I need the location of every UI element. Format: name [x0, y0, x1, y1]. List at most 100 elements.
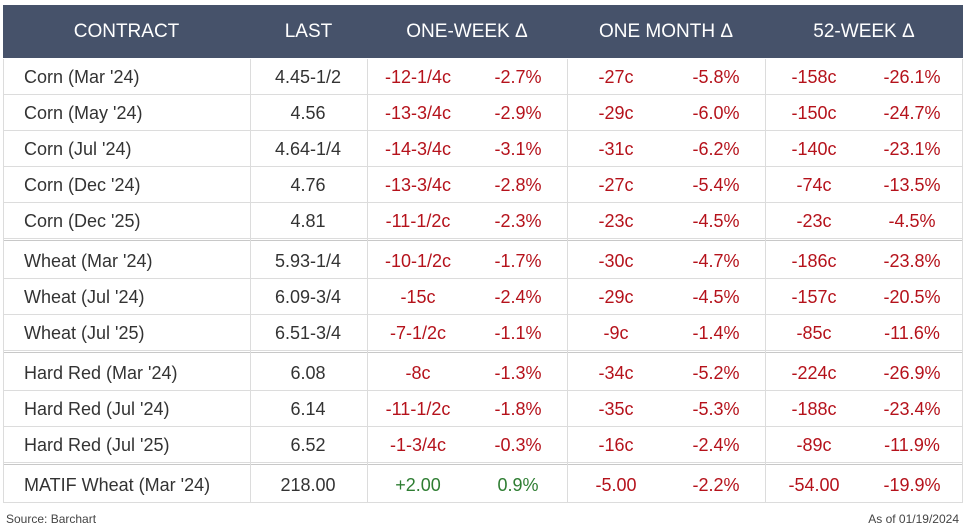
value-cell: -4.5%: [692, 211, 740, 231]
row-line: [3, 130, 963, 131]
value-cell: -5.8%: [692, 67, 740, 87]
group-separator: [3, 464, 963, 465]
value-cell: -188c: [791, 399, 837, 419]
value-cell: 6.51-3/4: [274, 323, 342, 343]
contract-name: Wheat (Jul '24): [24, 287, 145, 307]
value-cell: -5.00: [595, 475, 637, 495]
value-cell: -10-1/2c: [384, 251, 452, 271]
value-cell: -26.1%: [883, 67, 941, 87]
value-cell: -23.1%: [883, 139, 941, 159]
column-line: [962, 59, 963, 503]
value-cell: -54.00: [788, 475, 840, 495]
value-cell: -7-1/2c: [389, 323, 447, 343]
value-cell: -23c: [598, 211, 634, 231]
value-cell: -2.2%: [692, 475, 740, 495]
value-cell: -9c: [603, 323, 629, 343]
value-cell: -13.5%: [883, 175, 941, 195]
value-cell: 4.76: [290, 175, 326, 195]
value-cell: -35c: [598, 399, 634, 419]
value-cell: -2.9%: [494, 103, 542, 123]
value-cell: -24.7%: [883, 103, 941, 123]
value-cell: -13-3/4c: [384, 103, 452, 123]
row-line: [3, 314, 963, 315]
contract-name: Hard Red (Mar '24): [24, 363, 178, 383]
value-cell: -1.7%: [494, 251, 542, 271]
value-cell: 4.56: [290, 103, 326, 123]
header-cell: ONE MONTH Δ: [598, 21, 734, 42]
contract-name: Corn (Dec '24): [24, 175, 141, 195]
value-cell: -1.3%: [494, 363, 542, 383]
group-separator: [3, 352, 963, 353]
header-cell: LAST: [284, 21, 333, 42]
contract-name: MATIF Wheat (Mar '24): [24, 475, 211, 495]
value-cell: -5.3%: [692, 399, 740, 419]
row-line: [3, 166, 963, 167]
value-cell: -6.0%: [692, 103, 740, 123]
as-of: As of 01/19/2024: [868, 512, 959, 526]
value-cell: -2.8%: [494, 175, 542, 195]
value-cell: -29c: [598, 103, 634, 123]
row-line: [3, 238, 963, 239]
value-cell: -1.1%: [494, 323, 542, 343]
value-cell: -140c: [791, 139, 837, 159]
value-cell: -1.8%: [494, 399, 542, 419]
value-cell: -158c: [791, 67, 837, 87]
value-cell: -85c: [796, 323, 832, 343]
value-cell: -11-1/2c: [385, 211, 451, 231]
value-cell: -12-1/4c: [384, 67, 452, 87]
value-cell: 218.00: [280, 475, 336, 495]
value-cell: -150c: [791, 103, 837, 123]
value-cell: -8c: [405, 363, 431, 383]
value-cell: -1.4%: [692, 323, 740, 343]
value-cell: -13-3/4c: [384, 175, 452, 195]
value-cell: -11.9%: [884, 435, 940, 455]
contract-name: Hard Red (Jul '24): [24, 399, 170, 419]
value-cell: -19.9%: [883, 475, 941, 495]
value-cell: -27c: [598, 175, 634, 195]
value-cell: -14-3/4c: [384, 139, 452, 159]
value-cell: -29c: [598, 287, 634, 307]
value-cell: -23.8%: [883, 251, 941, 271]
contract-name: Wheat (Jul '25): [24, 323, 145, 343]
contract-name: Corn (May '24): [24, 103, 143, 123]
value-cell: -26.9%: [883, 363, 941, 383]
row-line: [3, 202, 963, 203]
row-line: [3, 502, 963, 503]
source: Source: Barchart: [6, 512, 97, 526]
value-cell: -0.3%: [494, 435, 542, 455]
value-cell: -5.4%: [692, 175, 740, 195]
value-cell: -4.5%: [888, 211, 936, 231]
value-cell: +2.00: [395, 475, 441, 495]
header-cell: ONE-WEEK Δ: [406, 21, 528, 42]
value-cell: 4.81: [290, 211, 326, 231]
value-cell: 6.09-3/4: [274, 287, 342, 307]
row-line: [3, 426, 963, 427]
value-cell: -20.5%: [883, 287, 941, 307]
value-cell: -27c: [598, 67, 634, 87]
row-line: [3, 278, 963, 279]
value-cell: -30c: [598, 251, 634, 271]
value-cell: -1-3/4c: [389, 435, 447, 455]
header-cell: CONTRACT: [73, 21, 180, 42]
value-cell: 4.45-1/2: [274, 67, 342, 87]
value-cell: -4.5%: [692, 287, 740, 307]
value-cell: -74c: [796, 175, 832, 195]
value-cell: 6.14: [290, 399, 326, 419]
value-cell: -2.4%: [494, 287, 542, 307]
value-cell: -16c: [598, 435, 634, 455]
header-cell: 52-WEEK Δ: [813, 21, 915, 42]
row-line: [3, 462, 963, 463]
value-cell: 6.52: [290, 435, 326, 455]
value-cell: -157c: [791, 287, 837, 307]
value-cell: -4.7%: [692, 251, 740, 271]
value-cell: -5.2%: [692, 363, 740, 383]
row-line: [3, 350, 963, 351]
value-cell: -2.4%: [692, 435, 740, 455]
column-line: [765, 59, 766, 503]
column-line: [3, 59, 4, 503]
value-cell: 5.93-1/4: [274, 251, 342, 271]
value-cell: -15c: [400, 287, 436, 307]
value-cell: -6.2%: [692, 139, 740, 159]
value-cell: -11-1/2c: [385, 399, 451, 419]
row-line: [3, 390, 963, 391]
